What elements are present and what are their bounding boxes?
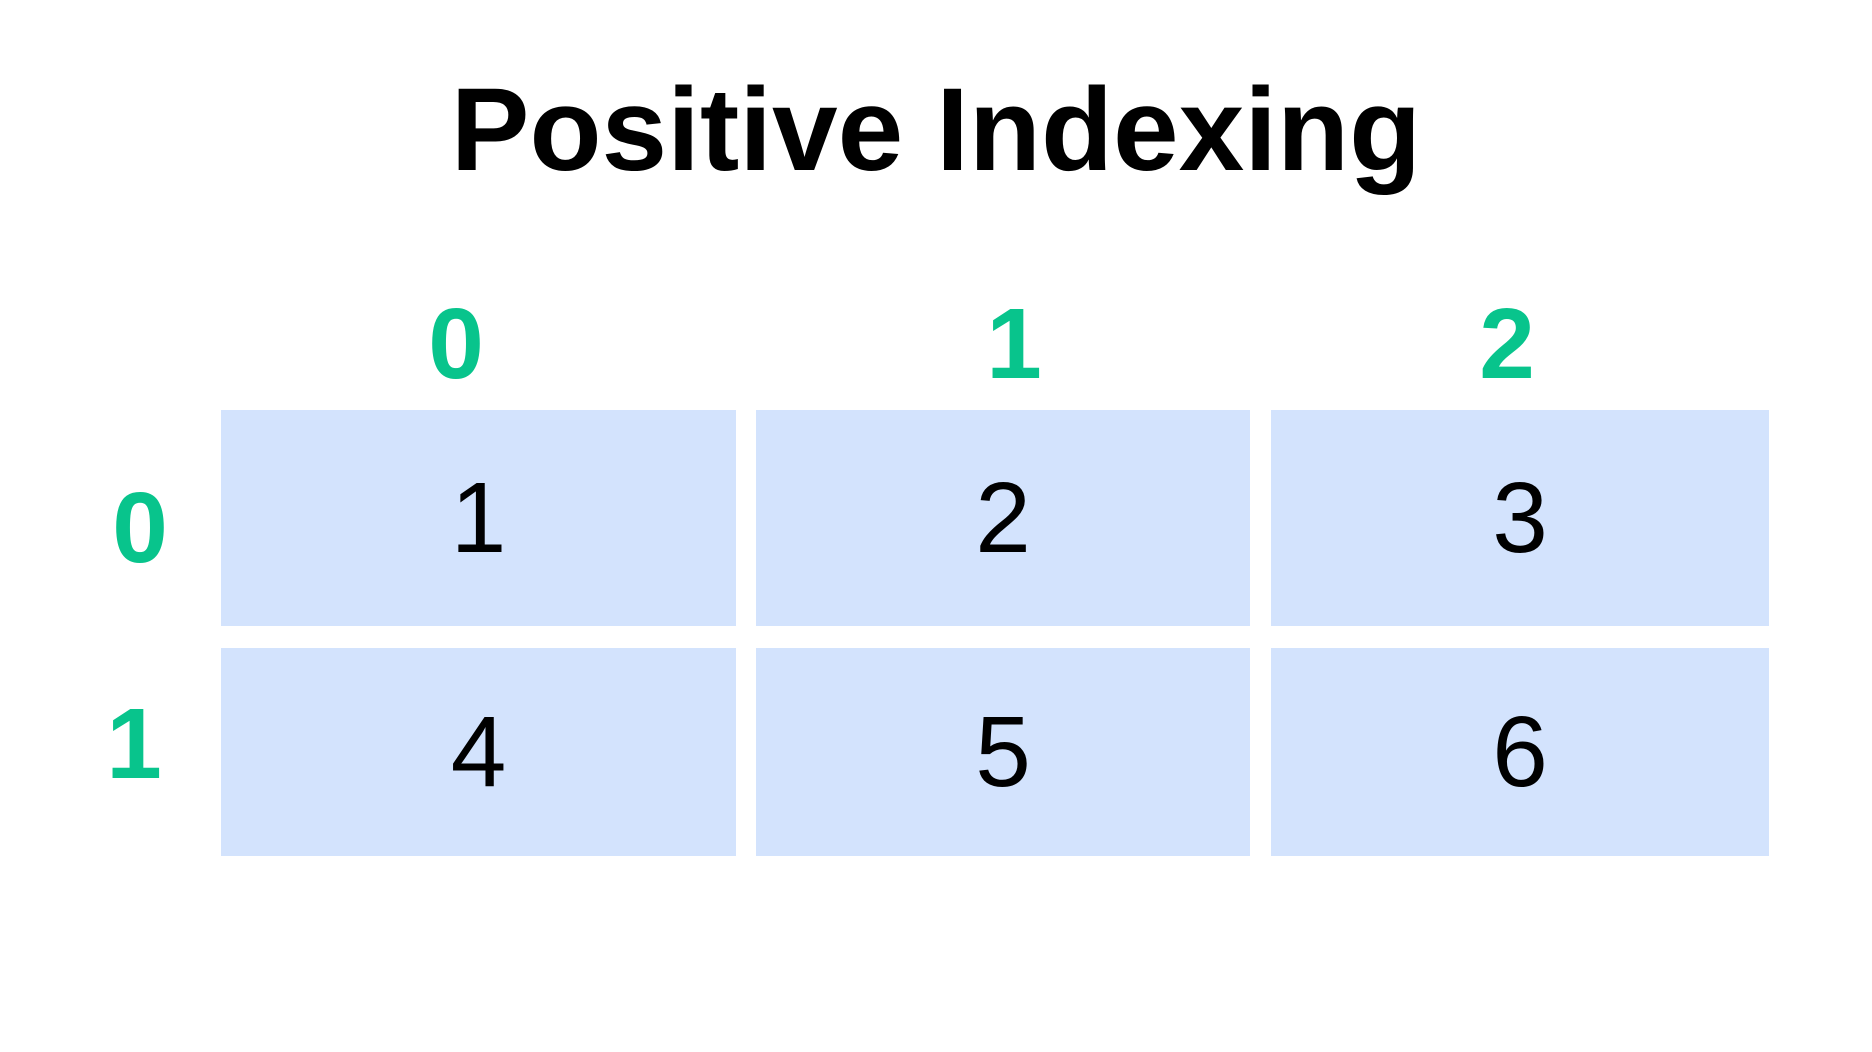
cell-0-1: 2 xyxy=(756,410,1250,626)
diagram-title: Positive Indexing xyxy=(450,64,1422,196)
cell-1-1: 5 xyxy=(756,648,1250,856)
cell-1-2: 6 xyxy=(1271,648,1769,856)
row-index-1: 1 xyxy=(106,688,162,800)
cell-0-2: 3 xyxy=(1271,410,1769,626)
cell-0-0: 1 xyxy=(221,410,736,626)
column-index-2: 2 xyxy=(1479,288,1535,400)
column-index-0: 0 xyxy=(428,288,484,400)
cell-1-0: 4 xyxy=(221,648,736,856)
column-index-1: 1 xyxy=(986,288,1042,400)
row-index-0: 0 xyxy=(112,472,168,584)
